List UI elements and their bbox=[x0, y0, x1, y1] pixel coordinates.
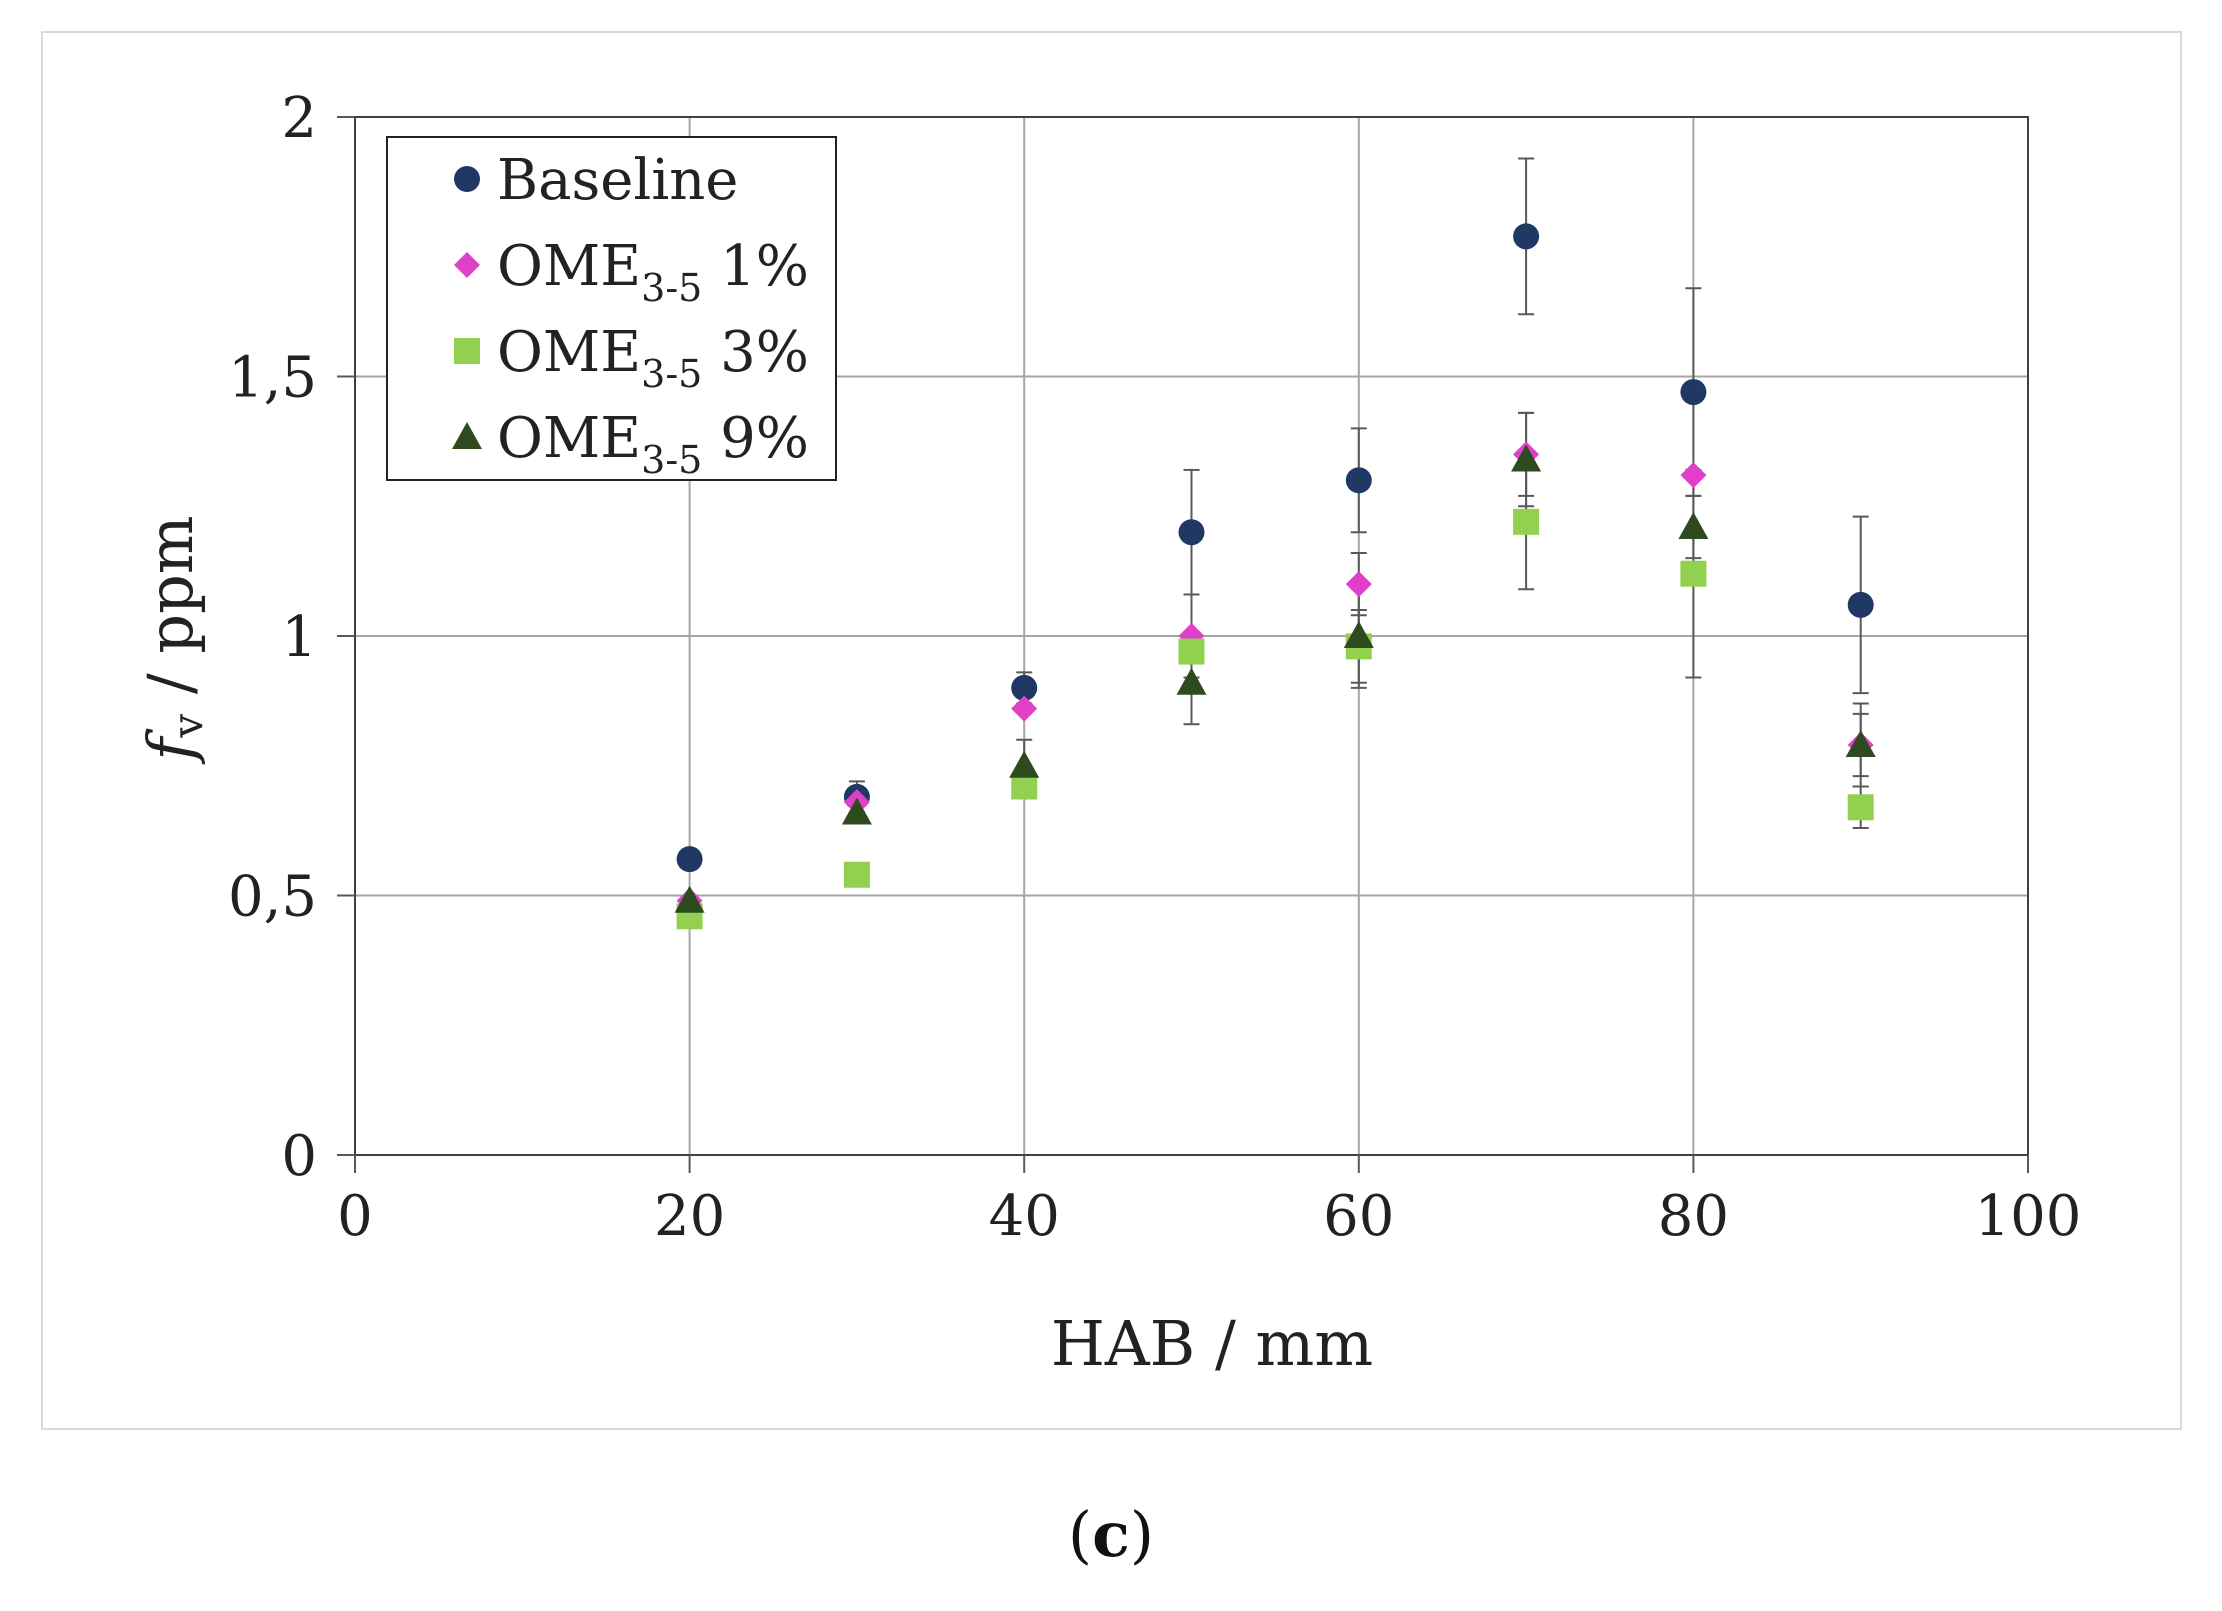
ome-1-point bbox=[1680, 462, 1707, 489]
ome-9-point bbox=[1845, 729, 1876, 757]
legend-label-subscript: 3-5 bbox=[641, 438, 702, 482]
legend-label-subscript: 3-5 bbox=[641, 266, 702, 310]
legend-label-suffix: 9% bbox=[702, 406, 809, 471]
baseline-point bbox=[1011, 674, 1038, 701]
legend-label-suffix: 3% bbox=[702, 320, 809, 385]
baseline-point bbox=[1847, 591, 1874, 618]
legend-label-base: OME bbox=[497, 234, 641, 299]
baseline-point bbox=[676, 846, 703, 873]
y-tick-label: 1,5 bbox=[228, 346, 317, 411]
ome-9-point bbox=[1176, 667, 1207, 695]
x-tick-label: 60 bbox=[1323, 1184, 1394, 1249]
baseline-point bbox=[1680, 379, 1707, 406]
ome-9-point bbox=[1009, 750, 1040, 778]
ome-9-point bbox=[841, 797, 872, 825]
ome-1-point bbox=[1011, 695, 1038, 722]
legend-label: Baseline bbox=[497, 148, 738, 213]
legend-box bbox=[386, 136, 837, 481]
legend-label-base: OME bbox=[497, 406, 641, 471]
baseline-point bbox=[1513, 223, 1540, 250]
ome-3-point bbox=[1513, 508, 1540, 535]
ome-1-point bbox=[1345, 571, 1372, 598]
ome-9-point bbox=[1678, 512, 1709, 540]
ome-3-point bbox=[843, 861, 870, 888]
x-axis-label: HAB / mm bbox=[1051, 1307, 1373, 1380]
ome-9-point bbox=[674, 885, 705, 913]
legend-marker bbox=[454, 166, 480, 192]
x-tick-label: 40 bbox=[989, 1184, 1060, 1249]
ome-3-point bbox=[1178, 638, 1205, 665]
baseline-point bbox=[1345, 467, 1372, 494]
legend-label: OME3-5 9% bbox=[497, 406, 809, 482]
y-axis-label: fv / ppm bbox=[134, 515, 212, 764]
x-tick-label: 100 bbox=[1975, 1184, 2082, 1249]
ome-9-point bbox=[1511, 444, 1542, 472]
ome-3-point bbox=[1011, 773, 1038, 800]
legend-label-base: OME bbox=[497, 320, 641, 385]
legend-marker bbox=[454, 252, 480, 278]
x-tick-label: 80 bbox=[1658, 1184, 1729, 1249]
x-tick-label: 0 bbox=[337, 1184, 373, 1249]
panel-label-letter: c bbox=[1092, 1498, 1130, 1571]
ome-9-point bbox=[1343, 621, 1374, 648]
baseline-point bbox=[1178, 519, 1205, 546]
panel-label: (c) bbox=[0, 1498, 2222, 1571]
legend-marker bbox=[454, 338, 480, 364]
legend-label: OME3-5 1% bbox=[497, 234, 809, 310]
axes bbox=[337, 116, 2029, 1173]
tick-labels: 00,511,520 20 40 60 80 100 bbox=[228, 86, 2082, 1249]
y-tick-label: 0 bbox=[281, 1124, 317, 1189]
data-markers bbox=[674, 223, 1876, 930]
panel-label-open: ( bbox=[1067, 1498, 1093, 1571]
y-axis-label-subscript: v bbox=[163, 714, 212, 739]
legend-label-base: Baseline bbox=[497, 148, 738, 213]
legend-label: OME3-5 3% bbox=[497, 320, 809, 396]
ome-3-point bbox=[1680, 560, 1707, 587]
y-tick-label: 1 bbox=[281, 605, 317, 670]
panel-label-close: ) bbox=[1129, 1498, 1155, 1571]
y-tick-label: 2 bbox=[281, 86, 317, 151]
ome-3-point bbox=[1847, 794, 1874, 821]
x-tick-label: 20 bbox=[654, 1184, 725, 1249]
y-tick-label: 0,5 bbox=[228, 865, 317, 930]
legend-label-suffix: 1% bbox=[702, 234, 809, 299]
legend-marker bbox=[452, 422, 482, 449]
y-axis-label-unit: / ppm bbox=[134, 515, 207, 713]
legend-label-subscript: 3-5 bbox=[641, 352, 702, 396]
